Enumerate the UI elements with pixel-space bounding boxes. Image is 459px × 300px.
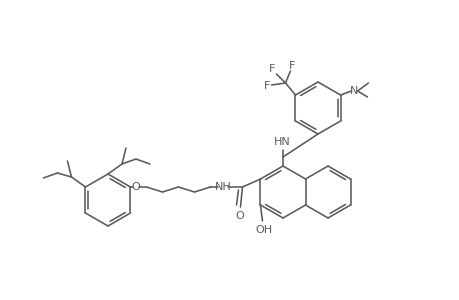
- Text: NH: NH: [215, 182, 231, 192]
- Text: OH: OH: [254, 225, 271, 235]
- Text: F: F: [264, 81, 270, 91]
- Text: F: F: [289, 61, 295, 71]
- Text: O: O: [235, 211, 243, 221]
- Text: O: O: [131, 182, 140, 192]
- Text: F: F: [269, 64, 275, 74]
- Text: HN: HN: [273, 137, 290, 147]
- Text: N: N: [350, 86, 358, 96]
